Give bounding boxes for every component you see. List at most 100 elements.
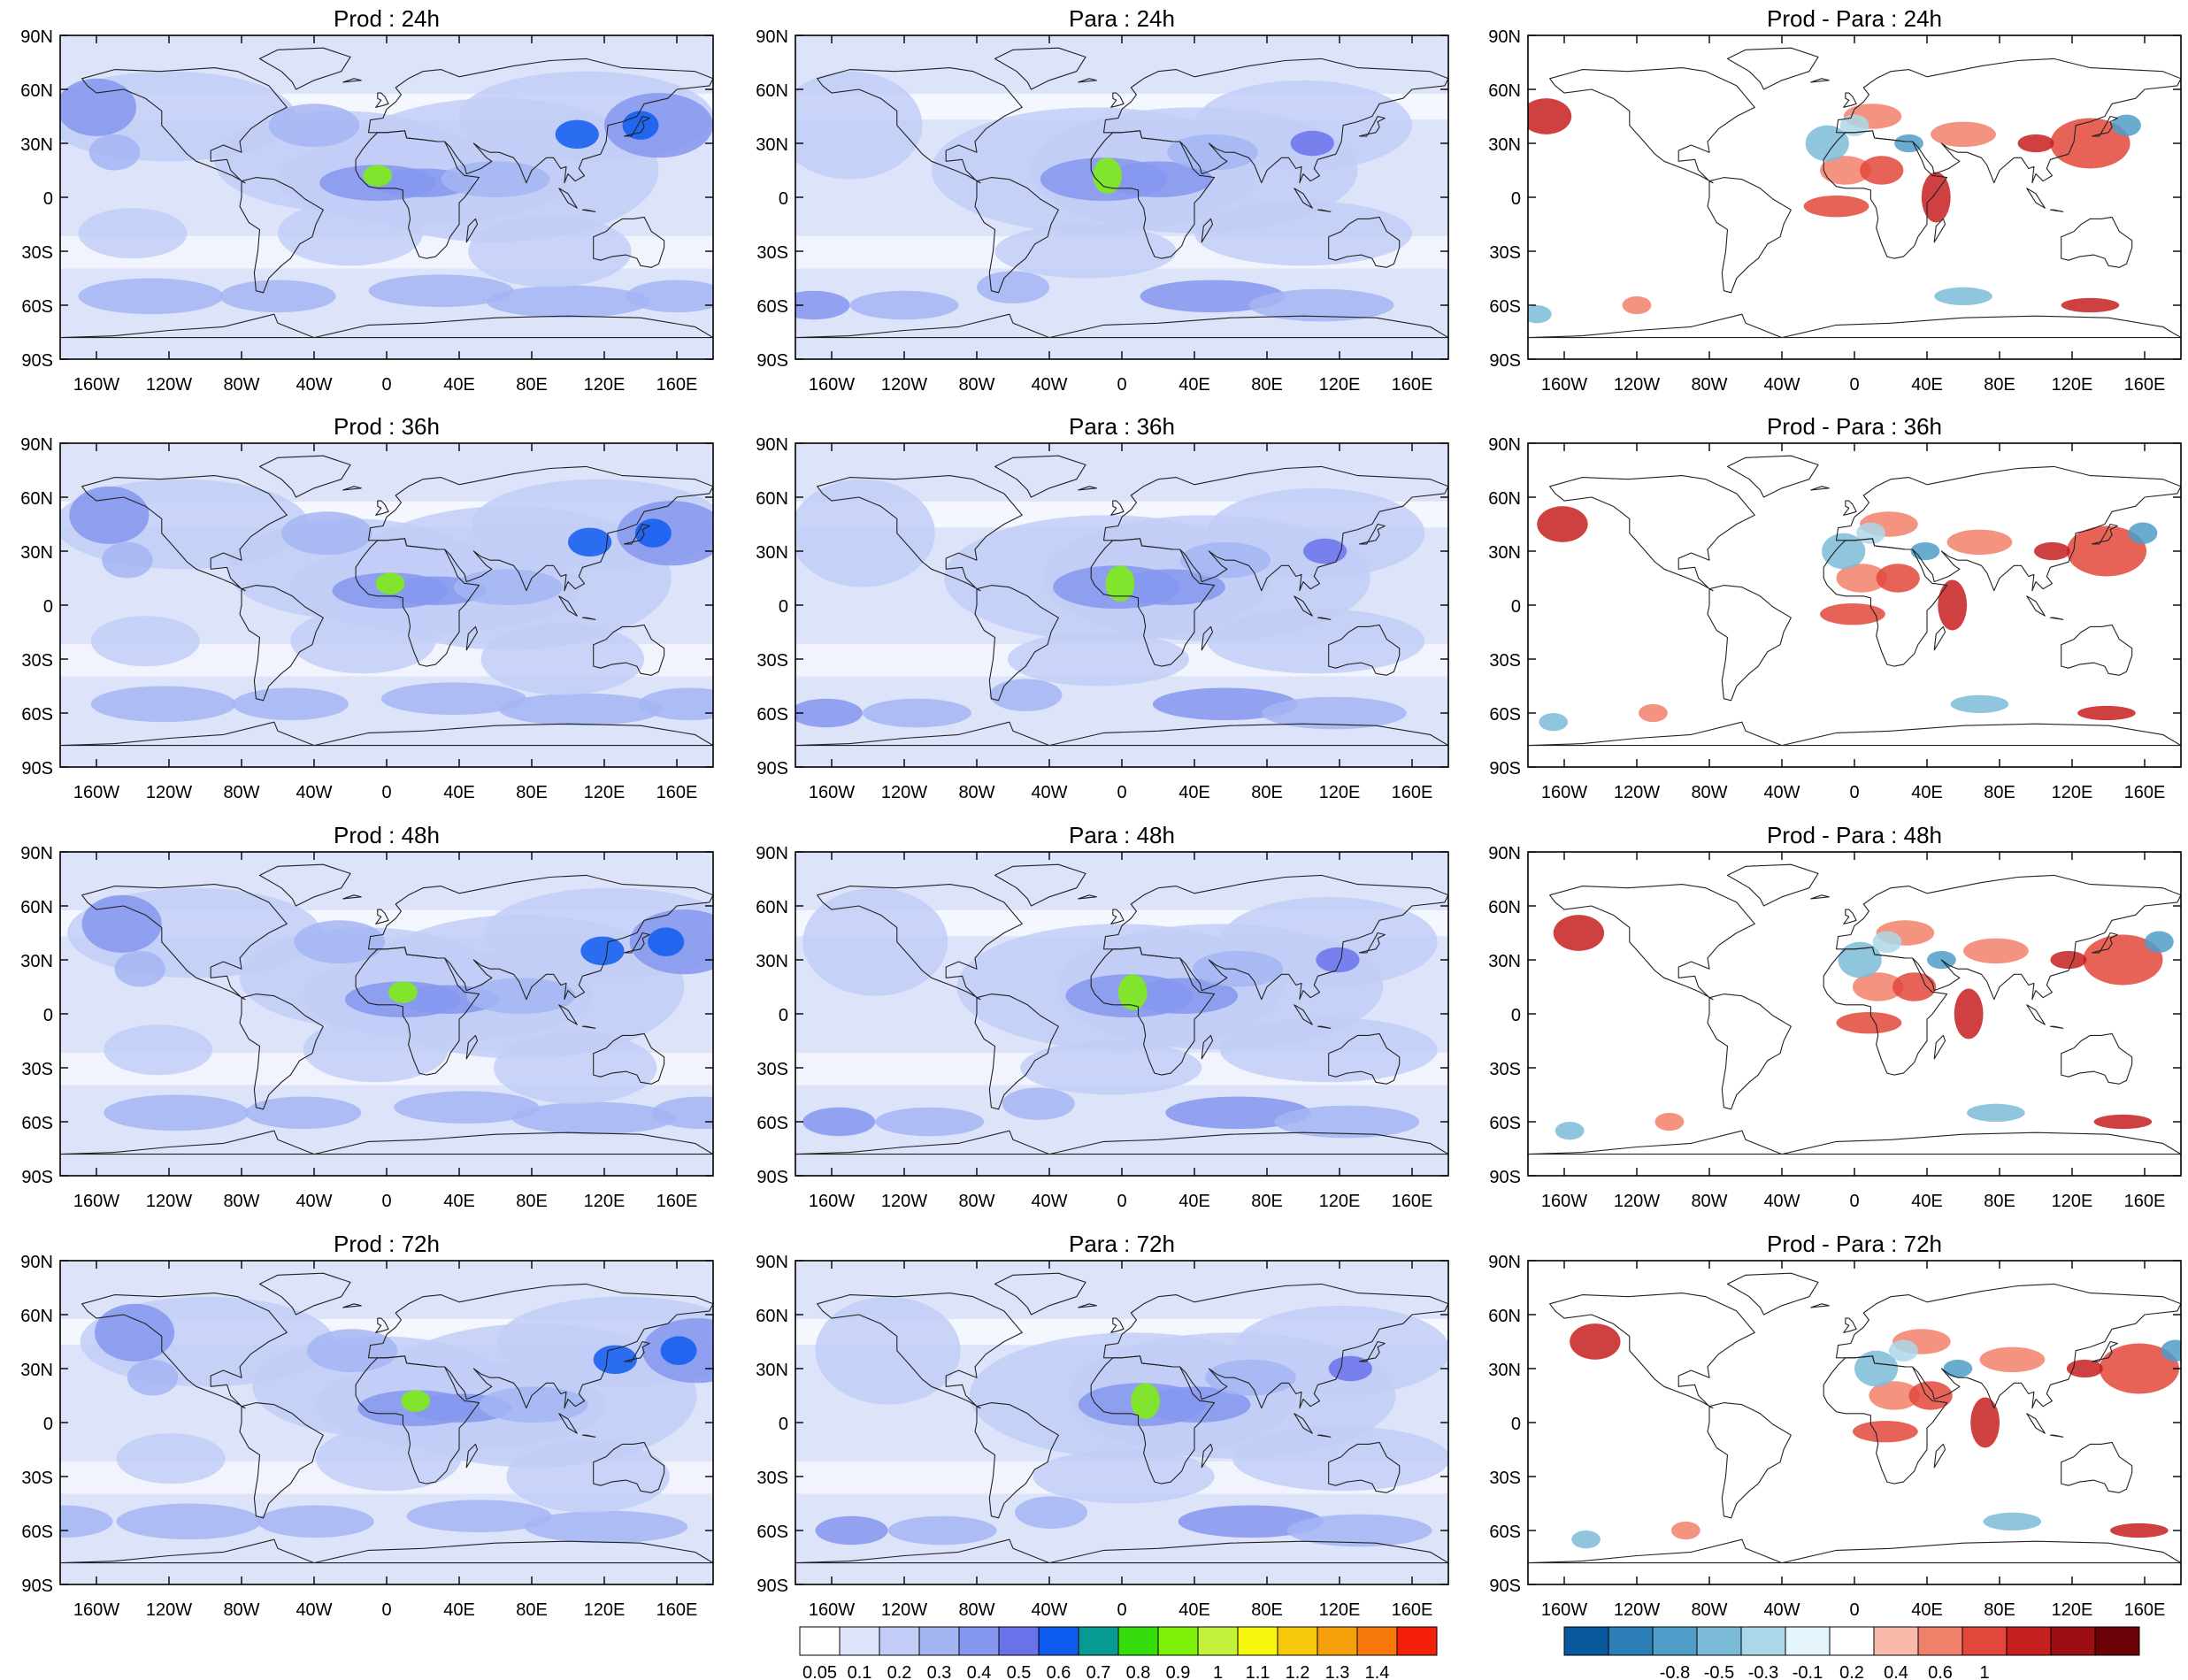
colorbar-box — [1078, 1626, 1119, 1656]
field-contour — [815, 1515, 888, 1546]
coastline — [60, 313, 713, 339]
difference-contour — [1860, 156, 1904, 185]
panel-title: Para : 48h — [1069, 822, 1175, 848]
lat-label: 90S — [21, 1576, 53, 1596]
coastline — [1328, 1441, 1401, 1493]
coastline — [375, 1317, 389, 1333]
colorbar-box — [1608, 1626, 1654, 1656]
map-panel: Para : 48h 90N 60N 30N 0 30S 60S 90S 160W 120W 80W… — [756, 822, 1449, 1211]
lat-label: 60N — [1488, 489, 1521, 509]
field-contour — [486, 285, 650, 318]
lat-label: 60S — [1489, 1114, 1521, 1133]
difference-contour — [2145, 931, 2174, 953]
coastline — [1843, 92, 1857, 108]
lon-label: 0 — [381, 1192, 391, 1211]
lat-label: 90N — [20, 435, 53, 455]
coastline — [974, 585, 1059, 702]
lat-label: 60N — [756, 898, 788, 917]
coastlines — [60, 455, 713, 747]
lon-label: 120E — [584, 375, 626, 395]
lon-label: 40E — [443, 375, 475, 395]
lat-label: 30N — [20, 135, 53, 155]
coastline — [367, 874, 713, 1001]
difference-contour — [1921, 172, 1951, 223]
lon-label: 80W — [223, 375, 259, 395]
coastline — [1102, 1283, 1448, 1409]
lon-label: 120W — [146, 783, 192, 802]
lat-label: 30S — [1489, 243, 1521, 263]
lat-label: 0 — [779, 1415, 788, 1434]
field-contour — [1274, 1105, 1420, 1139]
coastline — [1933, 625, 1946, 651]
lat-label: 30S — [21, 1060, 53, 1079]
lat-label: 30S — [21, 1469, 53, 1488]
lat-label: 60S — [21, 297, 53, 317]
lon-label: 40W — [1031, 1192, 1067, 1211]
coastline — [1294, 595, 1313, 617]
panel-title: Prod - Para : 72h — [1767, 1231, 1942, 1257]
lon-label: 160E — [656, 375, 698, 395]
lat-label: 30N — [20, 1361, 53, 1380]
coastline — [355, 947, 480, 1076]
difference-contour — [1836, 564, 1887, 593]
coastlines — [1528, 863, 2181, 1155]
colorbar-box — [1962, 1626, 2008, 1656]
field-contour — [127, 1359, 179, 1396]
coastlines — [60, 863, 713, 1155]
coastline — [2049, 1434, 2064, 1438]
colorbar-box — [1317, 1626, 1358, 1656]
lat-label: 90S — [756, 1168, 788, 1187]
map-panel: Para : 36h 90N 60N 30N 0 30S 60S 90S 160W 120W 80W… — [756, 413, 1449, 802]
difference-contour — [1528, 305, 1552, 324]
colorbar-label: 0.1 — [848, 1663, 872, 1680]
difference-contour — [1967, 1103, 2025, 1123]
difference-contour — [1555, 1122, 1585, 1140]
coastline — [367, 465, 713, 592]
difference-contour — [1963, 938, 2029, 964]
shaded-field — [795, 1261, 1448, 1584]
map-panel: Para : 24h 90N 60N 30N 0 30S 60S 90S 160W 120W 80W… — [756, 5, 1449, 395]
coastline — [817, 475, 1023, 592]
field-contour — [88, 134, 141, 171]
field-contour — [219, 280, 336, 313]
lon-label: 80E — [1251, 783, 1283, 802]
lon-label: 120E — [2052, 375, 2093, 395]
difference-contour — [1822, 533, 1866, 570]
difference-contour — [1803, 195, 1869, 218]
lon-label: 120E — [584, 1600, 626, 1620]
lon-label: 160E — [1392, 783, 1433, 802]
difference-contour — [1852, 972, 1904, 1001]
lon-label: 40E — [1911, 1600, 1943, 1620]
colorbar-label: 0.6 — [1047, 1663, 1071, 1680]
field-contour — [1286, 1514, 1432, 1547]
coastline — [1110, 1317, 1125, 1333]
coastline — [558, 1413, 578, 1434]
lat-label: 30N — [756, 952, 788, 971]
field-contour — [479, 1386, 588, 1423]
coastline — [1549, 1293, 1755, 1409]
field-contour — [94, 1303, 175, 1362]
map-panel: Prod - Para : 24h 90N 60N 30N 0 30S 60S 90S 160W… — [1488, 5, 2182, 395]
field-contour — [1178, 1505, 1324, 1538]
difference-contour — [1876, 564, 1920, 593]
coastline — [465, 625, 479, 651]
lat-label: 90S — [1489, 1576, 1521, 1596]
lat-label: 90S — [1489, 1168, 1521, 1187]
field-contour — [1290, 130, 1334, 157]
colorbar-label: 0.5 — [1007, 1663, 1032, 1680]
lon-label: 80E — [1251, 375, 1283, 395]
lon-label: 40W — [296, 375, 332, 395]
lat-label: 30S — [1489, 651, 1521, 671]
coastline — [1707, 993, 1792, 1110]
lat-label: 0 — [1511, 597, 1521, 617]
coastline — [465, 1443, 479, 1469]
field-contour — [1141, 1386, 1251, 1423]
lat-label: 60N — [756, 1307, 788, 1326]
lon-label: 0 — [381, 375, 391, 395]
difference-contour — [1908, 1381, 1953, 1410]
field-contour — [1033, 1449, 1215, 1504]
field-contour — [989, 679, 1063, 711]
lat-label: 90N — [1488, 844, 1521, 863]
coastline — [81, 475, 288, 592]
coastlines — [795, 863, 1448, 1155]
